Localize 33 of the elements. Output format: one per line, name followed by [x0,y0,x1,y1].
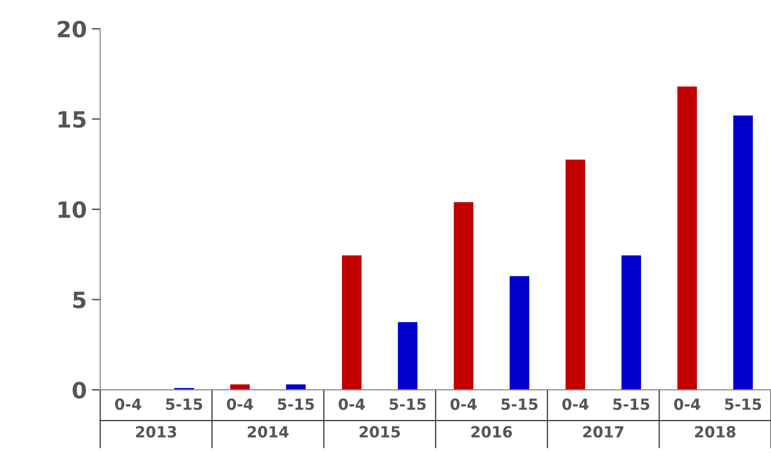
x-tick-label: 0-4 [115,398,142,410]
text: 2015 [360,426,400,438]
bar [510,276,530,390]
x-tick-label: 0-4 [450,398,477,410]
y-tick-label: 10 [58,201,86,218]
x-tick-label: 5-15 [613,398,650,410]
text: 2014 [248,426,288,438]
x-tick-label: 5-15 [278,398,314,410]
x-tick-label: 0-4 [338,398,365,410]
bar [398,322,418,390]
bar [733,115,753,390]
x-tick-label: 5-15 [166,398,202,410]
bar [286,384,306,390]
text: 2018 [695,426,736,438]
y-tick-label: 0 [72,382,86,399]
bar [566,160,586,390]
text: 2017 [583,426,624,438]
x-tick-label: 0-4 [674,398,700,410]
x-tick-label: 0-4 [226,398,254,410]
x-tick-label: 5-15 [502,398,538,410]
y-tick-label: 5 [73,292,86,308]
x-tick-label: 5-15 [725,398,762,410]
y-tick-label: 20 [58,20,86,38]
x-tick-label: 0-4 [562,398,588,410]
bar [454,202,474,390]
text: 2016 [471,426,512,438]
text: 2013 [136,426,176,438]
bar [342,255,362,390]
y-tick-label: 15 [58,111,86,128]
bar [230,384,250,390]
x-tick-label: 5-15 [390,398,426,410]
bar [621,255,642,390]
bar [677,86,697,390]
